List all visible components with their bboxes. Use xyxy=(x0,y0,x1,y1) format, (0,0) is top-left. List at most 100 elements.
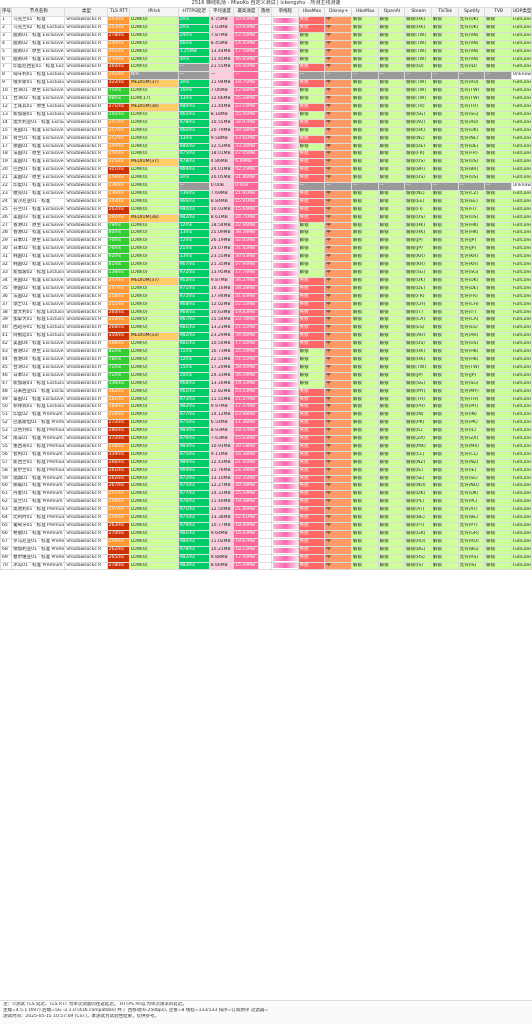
table-row[interactable]: 11 台湾02 · 标准 Exclusive Shadowsocks R 98ms LO… xyxy=(0,95,532,104)
column-header[interactable]: 平均速度 xyxy=(208,7,235,17)
column-header[interactable]: TVB xyxy=(484,7,512,17)
table-row[interactable]: 37 瑞士01 · 标准 Exclusive Shadowsocks R 255ms L… xyxy=(0,300,532,310)
table-row[interactable]: 61 丹麦01 · 标准 Premium Shadowsocks R 251ms LOW… xyxy=(0,490,532,500)
table-row[interactable]: 43 香港03 · 原生 Exclusive Shadowsocks R 82ms LO… xyxy=(0,348,532,357)
hbomax2-status: 解锁 xyxy=(350,213,379,223)
tiktok-status: 解锁 xyxy=(430,47,459,57)
table-row[interactable]: 23 捷克01 · 标准 Exclusive Shadowsocks R 236ms L… xyxy=(0,189,532,199)
tls-rtt: 259ms xyxy=(106,537,130,547)
table-row[interactable]: 53 以色列01 · 标准 Premium Shadowsocks R 286ms LO… xyxy=(0,427,532,437)
table-row[interactable]: 59 瑞典01 · 标准 Premium Shadowsocks R 262ms LOW… xyxy=(0,474,532,484)
table-row[interactable]: 28 香港02 · 标准 Exclusive Shadowsocks R 80ms LO… xyxy=(0,229,532,239)
table-row[interactable]: 58 爱尔兰01 · 标准 Premium Shadowsocks R 261ms LO… xyxy=(0,466,532,476)
table-row[interactable]: 3 越南01 · 标准 Exclusive Shadowsocks R 278ms LO… xyxy=(0,31,532,41)
table-row[interactable]: 18 法国01 · 原生 Exclusive Shadowsocks R 250ms L… xyxy=(0,150,532,160)
table-row[interactable]: 32 韩国02 · 标准 Exclusive Shadowsocks R 81ms LO… xyxy=(0,261,532,270)
table-row[interactable]: 66 希腊01 · 标准 Premium Shadowsocks R 270ms LOW… xyxy=(0,529,532,539)
table-row[interactable]: 46 日本03 · 标准 Exclusive Shadowsocks R 72ms LO… xyxy=(0,371,532,381)
table-row[interactable]: 27 香港01 · 原生 Exclusive Shadowsocks R 79ms LO… xyxy=(0,221,532,231)
table-row[interactable]: 4 越南02 · 标准 Exclusive Shadowsocks R 240ms LO… xyxy=(0,39,532,49)
table-row[interactable]: 64 比利时01 · 标准 Premium Shadowsocks R 254ms LO… xyxy=(0,514,532,523)
node-type: Shadowsocks R xyxy=(64,561,108,571)
table-row[interactable]: 22 印度01 · 标准 Exclusive Shadowsocks R 236ms L… xyxy=(0,182,532,191)
table-row[interactable]: 38 意大利01 · 标准 Exclusive Shadowsocks R 260ms… xyxy=(0,308,532,318)
https-latency: 975ms xyxy=(177,482,210,492)
table-row[interactable]: 17 德国01 · 标准 Exclusive Shadowsocks R 240ms L… xyxy=(0,142,532,152)
table-row[interactable]: 26 美国03 · 标准 Exclusive Shadowsocks R 192ms M… xyxy=(0,213,532,223)
table-row[interactable]: 12 土耳其01 · 原生 Exclusive Shadowsocks R 271ms… xyxy=(0,102,532,112)
table-row[interactable]: 51 印度02 · 标准 Premium Shadowsocks R 229ms LOW… xyxy=(0,411,532,421)
table-row[interactable]: 47 新加坡03 · 标准 Exclusive Shadowsocks R 136ms… xyxy=(0,379,532,389)
column-header[interactable]: 序号 xyxy=(0,7,13,17)
table-row[interactable]: 2 乌克兰02 · 标准 Exclusive Shadowsocks R 253ms L… xyxy=(0,23,532,33)
column-header[interactable]: Spotify xyxy=(457,7,486,17)
table-row[interactable]: 24 爱沙尼亚01 · 标准 Shadowsocks R 243ms LOW(0) 966… xyxy=(0,197,532,207)
column-header[interactable]: HTTPS延迟 xyxy=(177,7,210,17)
column-header[interactable]: UDP类型 xyxy=(510,7,532,17)
https-latency: 2ms xyxy=(177,23,210,33)
column-header[interactable]: 节点名称 xyxy=(11,7,66,17)
table-row[interactable]: 41 阿根廷01 · 标准 Exclusive Shadowsocks R 350ms… xyxy=(0,332,532,342)
table-row[interactable]: 60 挪威01 · 标准 Premium Shadowsocks R 267ms LOW… xyxy=(0,482,532,492)
table-row[interactable]: 10 台湾01 · 原生 Exclusive Shadowsocks R 75ms LO… xyxy=(0,87,532,97)
table-row[interactable]: 49 泰国01 · 标准 Exclusive Shadowsocks R 181ms L… xyxy=(0,395,532,405)
column-header[interactable]: OpenAI xyxy=(377,7,406,17)
column-header[interactable]: 最高速度 xyxy=(233,7,259,17)
table-row[interactable]: 8 匈牙利01 · 标准 Exclusive Shadowsocks R 192ms N… xyxy=(0,71,532,81)
table-row[interactable]: 70 冰岛01 · 标准 Premium Shadowsocks R 278ms LOW… xyxy=(0,561,532,571)
column-header[interactable]: 类型 xyxy=(64,7,108,17)
table-row[interactable]: 54 南非01 · 标准 Premium Shadowsocks R 372ms LOW… xyxy=(0,435,532,444)
sparkline-bar xyxy=(272,429,298,435)
table-row[interactable]: 21 美国02 · 原生 Exclusive Shadowsocks R 258ms L… xyxy=(0,174,532,184)
table-row[interactable]: 29 日本01 · 原生 Exclusive Shadowsocks R 70ms LO… xyxy=(0,237,532,247)
table-row[interactable]: 15 英国01 · 标准 Exclusive Shadowsocks R 257ms L… xyxy=(0,126,532,136)
table-row[interactable]: 40 西班牙01 · 标准 Exclusive Shadowsocks R 268ms… xyxy=(0,324,532,334)
table-row[interactable]: 19 美国01 · 标准 Exclusive Shadowsocks R 225ms M… xyxy=(0,158,532,168)
table-row[interactable]: 31 韩国01 · 标准 Exclusive Shadowsocks R 92ms LO… xyxy=(0,253,532,263)
table-row[interactable]: 36 法国02 · 标准 Exclusive Shadowsocks R 258ms L… xyxy=(0,292,532,302)
column-header[interactable]: Disney+ xyxy=(324,7,352,17)
table-row[interactable]: 44 香港04 · 标准 Exclusive Shadowsocks R 78ms LO… xyxy=(0,355,532,365)
table-row[interactable]: 13 新加坡01 · 标准 Exclusive Shadowsocks R 145ms… xyxy=(0,110,532,120)
table-row[interactable]: 30 日本02 · 标准 Exclusive Shadowsocks R 76ms LO… xyxy=(0,245,532,255)
column-header[interactable]: HboMax xyxy=(297,7,326,17)
column-header[interactable]: Steam xyxy=(404,7,432,17)
table-row[interactable]: 57 新西兰01 · 标准 Premium Shadowsocks R 266ms LO… xyxy=(0,458,532,468)
table-row[interactable]: 6 越南04 · 标准 Exclusive Shadowsocks R 230ms LO… xyxy=(0,55,532,65)
table-row[interactable]: 20 巴西01 · 标准 Exclusive Shadowsocks R 301ms L… xyxy=(0,166,532,176)
row-index: 30 xyxy=(0,245,13,255)
column-header[interactable]: TLS RTT xyxy=(106,7,130,17)
table-row[interactable]: 50 菲律宾01 · 标准 Exclusive Shadowsocks R 189ms… xyxy=(0,403,532,413)
table-row[interactable]: 55 墨西哥01 · 标准 Premium Shadowsocks R 258ms LO… xyxy=(0,442,532,452)
table-row[interactable]: 42 美国04 · 标准 Exclusive Shadowsocks R 198ms L… xyxy=(0,340,532,350)
table-row[interactable]: 45 台湾03 · 标准 Exclusive Shadowsocks R 71ms LO… xyxy=(0,363,532,373)
table-row[interactable]: 65 葡萄牙01 · 标准 Premium Shadowsocks R 263ms LO… xyxy=(0,522,532,531)
disney-status: 中 xyxy=(324,553,352,563)
column-header[interactable]: 单线程 xyxy=(270,7,299,17)
table-row[interactable]: 63 奥地利01 · 标准 Premium Shadowsocks R 247ms LO… xyxy=(0,506,532,516)
column-header[interactable]: 落地 xyxy=(257,7,272,17)
column-header[interactable]: IPrisk xyxy=(128,7,179,17)
node-type: Shadowsocks R xyxy=(64,435,108,444)
table-row[interactable]: 33 新加坡02 · 标准 Exclusive Shadowsocks R 138ms… xyxy=(0,269,532,278)
column-header[interactable]: TikTok xyxy=(430,7,459,17)
table-row[interactable]: 5 越南03 · 原生 Exclusive Shadowsocks R 202ms LO… xyxy=(0,47,532,57)
table-row[interactable]: 16 荷兰01 · 标准 Exclusive Shadowsocks R 252ms L… xyxy=(0,134,532,144)
table-row[interactable]: 35 德国02 · 标准 Exclusive Shadowsocks R 247ms L… xyxy=(0,284,532,294)
table-row[interactable]: 25 芬兰01 · 标准 Exclusive Shadowsocks R 262ms L… xyxy=(0,205,532,215)
table-row[interactable]: 56 智利01 · 标准 Premium Shadowsocks R 339ms LOW… xyxy=(0,450,532,460)
table-row[interactable]: 62 波兰01 · 标准 Premium Shadowsocks R 250ms LOW… xyxy=(0,498,532,508)
column-header[interactable]: HboMax xyxy=(350,7,379,17)
table-row[interactable]: 39 加拿大01 · 标准 Exclusive Shadowsocks R 219ms… xyxy=(0,316,532,326)
spotify-status: 允许(SG) xyxy=(457,379,486,389)
table-row[interactable]: 1 乌克兰01 · 标准 Shadowsocks R 243ms LOW(0) 2ms 4.… xyxy=(0,16,532,25)
table-row[interactable]: 34 英国02 · 标准 Exclusive Shadowsocks R 247ms M… xyxy=(0,276,532,286)
table-row[interactable]: 9 俄罗斯01 · 标准 Exclusive Shadowsocks R 322ms M… xyxy=(0,79,532,89)
